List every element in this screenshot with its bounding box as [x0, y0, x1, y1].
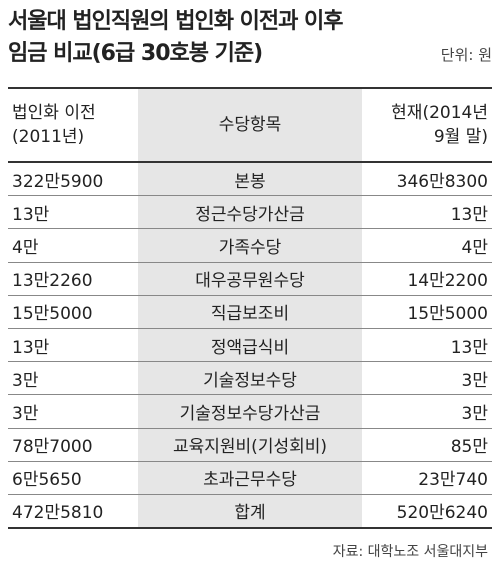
cell-item: 대우공무원수당 — [138, 262, 362, 295]
cell-before: 6만5650 — [12, 470, 82, 491]
cell-before: 78만7000 — [12, 437, 93, 458]
cell-item: 본봉 — [138, 163, 362, 196]
cell-now: 3만 — [461, 370, 488, 391]
cell-item: 정근수당가산금 — [138, 196, 362, 229]
cell-now: 520만6240 — [396, 503, 488, 524]
header-item: 수당항목 — [138, 89, 362, 161]
table-row: 78만7000 교육지원비(기성회비) 85만 — [8, 428, 492, 462]
header-before-line2: (2011년) — [12, 127, 85, 147]
cell-before: 322만5900 — [12, 171, 104, 192]
wage-table: 법인화 이전 (2011년) 수당항목 현재(2014년 9월 말) 322만5… — [8, 87, 492, 530]
table-row: 472만5810 합계 520만6240 — [8, 494, 492, 530]
cell-before: 4만 — [12, 237, 39, 258]
cell-now: 14만2200 — [407, 271, 488, 292]
table-row: 3만 기술정보수당 3만 — [8, 362, 492, 396]
table-row: 15만5000 직급보조비 15만5000 — [8, 295, 492, 329]
cell-item: 기술정보수당 — [138, 362, 362, 395]
cell-before: 13만 — [12, 204, 50, 225]
cell-before: 3만 — [12, 370, 39, 391]
cell-item: 교육지원비(기성회비) — [138, 428, 362, 461]
cell-item: 기술정보수당가산금 — [138, 395, 362, 428]
header-now-line1: 현재(2014년 — [391, 103, 488, 123]
cell-before: 13만2260 — [12, 271, 93, 292]
cell-now: 4만 — [461, 237, 488, 258]
table-row: 13만 정근수당가산금 13만 — [8, 196, 492, 230]
title-line-2-wrap: 임금 비교(6급 30호봉 기준) 단위: 원 — [8, 38, 492, 71]
cell-item: 직급보조비 — [138, 295, 362, 328]
cell-now: 15만5000 — [407, 304, 488, 325]
header-now: 현재(2014년 9월 말) — [362, 89, 492, 161]
table-body: 322만5900 본봉 346만8300 13만 정근수당가산금 13만 4만 가족수당 4만 1… — [8, 163, 492, 530]
title-block: 서울대 법인직원의 법인화 이전과 이후 임금 비교(6급 30호봉 기준) 단… — [8, 6, 492, 71]
cell-item: 초과근무수당 — [138, 461, 362, 494]
table-row: 4만 가족수당 4만 — [8, 229, 492, 263]
table-row: 322만5900 본봉 346만8300 — [8, 163, 492, 197]
title-line-2: 임금 비교(6급 30호봉 기준) — [8, 41, 263, 66]
table-row: 6만5650 초과근무수당 23만740 — [8, 461, 492, 495]
title-line-1: 서울대 법인직원의 법인화 이전과 이후 — [8, 9, 343, 34]
cell-item: 정액급식비 — [138, 328, 362, 362]
cell-item: 가족수당 — [138, 229, 362, 262]
cell-now: 346만8300 — [396, 171, 488, 192]
unit-label: 단위: 원 — [440, 46, 492, 64]
cell-before: 13만 — [12, 337, 50, 358]
cell-now: 13만 — [450, 204, 488, 225]
cell-item: 합계 — [138, 494, 362, 528]
cell-now: 23만740 — [418, 470, 488, 491]
cell-before: 472만5810 — [12, 503, 104, 524]
cell-before: 15만5000 — [12, 304, 93, 325]
table-header: 법인화 이전 (2011년) 수당항목 현재(2014년 9월 말) — [8, 89, 492, 163]
cell-now: 13만 — [450, 337, 488, 358]
header-item-label: 수당항목 — [218, 115, 282, 135]
table-row: 3만 기술정보수당가산금 3만 — [8, 395, 492, 429]
cell-before: 3만 — [12, 403, 39, 424]
header-before-line1: 법인화 이전 — [12, 103, 96, 123]
source-note: 자료: 대학노조 서울대지부 — [332, 544, 488, 560]
header-now-line2: 9월 말) — [433, 127, 488, 147]
cell-now: 85만 — [450, 437, 488, 458]
table-row: 13만 정액급식비 13만 — [8, 328, 492, 363]
cell-now: 3만 — [461, 403, 488, 424]
header-before: 법인화 이전 (2011년) — [8, 89, 138, 161]
table-row: 13만2260 대우공무원수당 14만2200 — [8, 262, 492, 296]
